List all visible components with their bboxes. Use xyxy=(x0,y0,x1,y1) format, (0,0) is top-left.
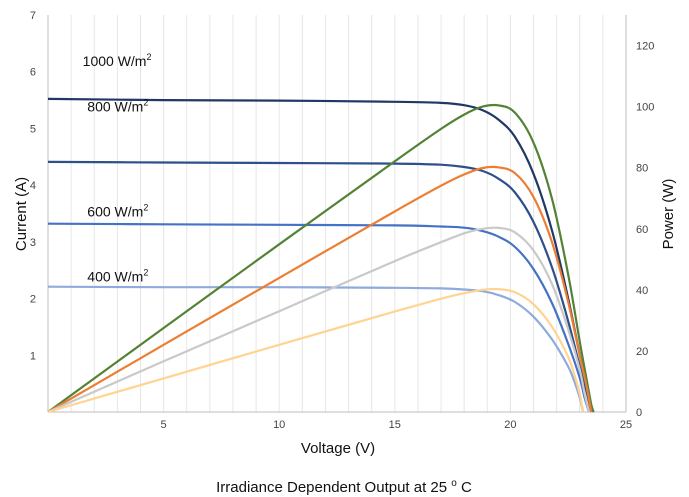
y2-tick-label: 20 xyxy=(636,346,648,358)
chart-caption: Irradiance Dependent Output at 25 o C xyxy=(216,473,472,496)
y2-tick-label: 60 xyxy=(636,224,648,236)
irradiance-label: 600 W/m2 xyxy=(87,202,148,219)
y2-tick-label: 0 xyxy=(636,407,642,419)
irradiance-label-text: 400 W/m xyxy=(87,269,143,285)
y-axis-label: Current (A) xyxy=(13,177,30,251)
caption-tail: C xyxy=(461,479,472,496)
y-tick-label: 2 xyxy=(30,294,36,306)
y-tick-label: 5 xyxy=(30,123,36,135)
y-tick-label: 1 xyxy=(30,350,36,362)
irradiance-label: 1000 W/m2 xyxy=(83,52,152,69)
tick-labels: 5 10 15 20 25 1 2 3 4 5 6 7 0 20 40 60 80 100 120 xyxy=(30,10,654,431)
x-tick-label: 5 xyxy=(161,419,167,431)
caption-text: Irradiance Dependent Output at 25 xyxy=(216,479,447,496)
y2-axis-label: Power (W) xyxy=(660,179,677,250)
axes xyxy=(47,15,627,413)
irradiance-label-text: 1000 W/m xyxy=(83,53,147,69)
irradiance-label-sup: 2 xyxy=(143,97,148,107)
power-curve-6 xyxy=(47,226,591,414)
power-curve-7 xyxy=(47,287,585,414)
current-curve-2 xyxy=(47,222,591,413)
caption-sup: o xyxy=(451,478,457,489)
irradiance-label-text: 800 W/m xyxy=(87,98,143,114)
x-tick-label: 20 xyxy=(504,419,516,431)
irradiance-label-sup: 2 xyxy=(146,52,151,62)
y-tick-label: 7 xyxy=(30,10,36,22)
x-axis-label: Voltage (V) xyxy=(301,440,375,457)
y2-tick-label: 100 xyxy=(636,102,654,114)
y2-tick-label: 80 xyxy=(636,163,648,175)
y2-tick-label: 120 xyxy=(636,41,654,53)
y-tick-label: 4 xyxy=(30,180,36,192)
x-tick-label: 10 xyxy=(273,419,285,431)
y-tick-label: 6 xyxy=(30,67,36,79)
power-curve-4 xyxy=(47,103,595,413)
y-tick-label: 3 xyxy=(30,237,36,249)
current-curve-3 xyxy=(47,285,585,413)
irradiance-label: 800 W/m2 xyxy=(87,97,148,114)
irradiance-label: 400 W/m2 xyxy=(87,268,148,285)
series-lines xyxy=(47,97,595,414)
irradiance-label-text: 600 W/m xyxy=(87,203,143,219)
x-tick-label: 25 xyxy=(620,419,632,431)
power-curve-5 xyxy=(47,165,593,413)
x-tick-label: 15 xyxy=(389,419,401,431)
y2-tick-label: 40 xyxy=(636,285,648,297)
irradiance-label-sup: 2 xyxy=(143,202,148,212)
irradiance-label-sup: 2 xyxy=(143,268,148,278)
